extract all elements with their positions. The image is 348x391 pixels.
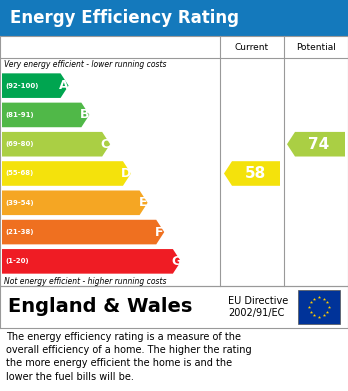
- Text: (1-20): (1-20): [5, 258, 29, 264]
- Text: EU Directive
2002/91/EC: EU Directive 2002/91/EC: [228, 296, 288, 318]
- Text: D: D: [121, 167, 131, 180]
- Text: Very energy efficient - lower running costs: Very energy efficient - lower running co…: [4, 60, 166, 69]
- Polygon shape: [2, 102, 89, 127]
- Polygon shape: [2, 220, 164, 244]
- Polygon shape: [287, 132, 345, 156]
- Text: Energy Efficiency Rating: Energy Efficiency Rating: [10, 9, 239, 27]
- Text: B: B: [80, 108, 89, 122]
- Bar: [298, 290, 340, 324]
- Text: (21-38): (21-38): [5, 229, 33, 235]
- Text: Potential: Potential: [296, 43, 336, 52]
- Bar: [0, 0, 348, 36]
- Text: Current: Current: [235, 43, 269, 52]
- Text: The energy efficiency rating is a measure of the
overall efficiency of a home. T: The energy efficiency rating is a measur…: [6, 332, 252, 382]
- Text: (39-54): (39-54): [5, 200, 34, 206]
- Text: 58: 58: [244, 166, 266, 181]
- Text: (55-68): (55-68): [5, 170, 33, 176]
- Polygon shape: [2, 190, 148, 215]
- Text: Not energy efficient - higher running costs: Not energy efficient - higher running co…: [4, 277, 166, 286]
- Text: F: F: [155, 226, 164, 239]
- Text: (69-80): (69-80): [5, 141, 33, 147]
- Polygon shape: [2, 161, 131, 186]
- Text: England & Wales: England & Wales: [8, 298, 192, 316]
- Polygon shape: [224, 161, 280, 186]
- Polygon shape: [2, 132, 110, 156]
- Text: C: C: [101, 138, 110, 151]
- Text: E: E: [139, 196, 147, 209]
- Polygon shape: [2, 249, 181, 274]
- Text: 74: 74: [308, 137, 330, 152]
- Text: G: G: [171, 255, 181, 268]
- Text: A: A: [59, 79, 69, 92]
- Polygon shape: [2, 74, 69, 98]
- Text: (92-100): (92-100): [5, 83, 38, 89]
- Text: (81-91): (81-91): [5, 112, 34, 118]
